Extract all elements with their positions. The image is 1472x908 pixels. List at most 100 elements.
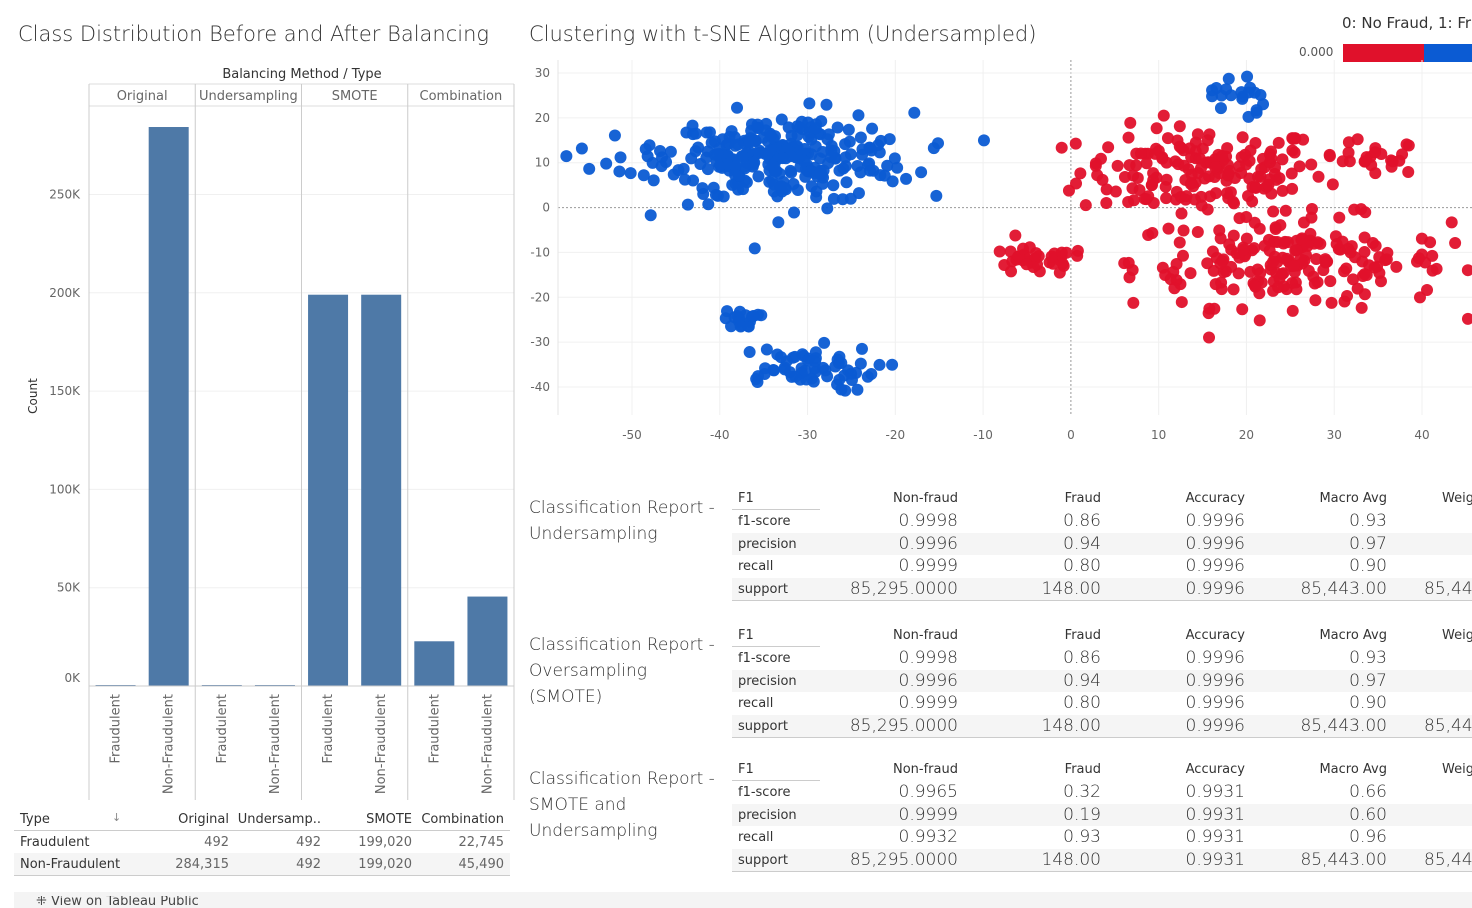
scatter-point[interactable] xyxy=(1249,181,1262,194)
scatter-point[interactable] xyxy=(1160,192,1173,205)
scatter-point[interactable] xyxy=(809,346,822,359)
scatter-point[interactable] xyxy=(810,191,823,204)
scatter-point[interactable] xyxy=(743,136,756,149)
scatter-point[interactable] xyxy=(1242,190,1255,203)
scatter-point[interactable] xyxy=(637,169,650,182)
scatter-point[interactable] xyxy=(1032,250,1045,263)
scatter-point[interactable] xyxy=(828,145,841,158)
scatter-point[interactable] xyxy=(1223,164,1236,177)
scatter-point[interactable] xyxy=(927,142,940,155)
scatter-point[interactable] xyxy=(854,357,867,370)
scatter-point[interactable] xyxy=(775,113,788,126)
scatter-point[interactable] xyxy=(1253,314,1266,327)
scatter-point[interactable] xyxy=(819,364,832,377)
scatter-point[interactable] xyxy=(1276,184,1289,197)
scatter-point[interactable] xyxy=(760,343,773,356)
scatter-point[interactable] xyxy=(881,159,894,172)
tableau-public-link[interactable]: ⁜ View on Tableau Public xyxy=(36,896,199,908)
scatter-point[interactable] xyxy=(1412,252,1425,265)
scatter-point[interactable] xyxy=(1305,158,1318,171)
scatter-point[interactable] xyxy=(1461,312,1472,325)
scatter-point[interactable] xyxy=(1020,258,1033,271)
scatter-point[interactable] xyxy=(1100,183,1113,196)
scatter-point[interactable] xyxy=(1227,229,1240,242)
scatter-point[interactable] xyxy=(701,163,714,176)
scatter-point[interactable] xyxy=(1162,222,1175,235)
scatter-point[interactable] xyxy=(600,157,613,170)
scatter-point[interactable] xyxy=(1183,142,1196,155)
scatter-point[interactable] xyxy=(886,175,899,188)
scatter-point[interactable] xyxy=(1445,216,1458,229)
scatter-point[interactable] xyxy=(873,358,886,371)
scatter-point[interactable] xyxy=(794,160,807,173)
scatter-point[interactable] xyxy=(805,180,818,193)
scatter-point[interactable] xyxy=(1176,249,1189,262)
scatter-point[interactable] xyxy=(1430,262,1443,275)
scatter-point[interactable] xyxy=(711,148,724,161)
scatter-point[interactable] xyxy=(1206,245,1219,258)
scatter-point[interactable] xyxy=(840,176,853,189)
scatter-point[interactable] xyxy=(1009,229,1022,242)
scatter-point[interactable] xyxy=(702,198,715,211)
scatter-point[interactable] xyxy=(1201,257,1214,270)
scatter-point[interactable] xyxy=(1161,132,1174,145)
scatter-point[interactable] xyxy=(1286,304,1299,317)
scatter-point[interactable] xyxy=(1461,264,1472,277)
scatter-point[interactable] xyxy=(1296,232,1309,245)
scatter-point[interactable] xyxy=(1390,260,1403,273)
scatter-point[interactable] xyxy=(1124,116,1137,129)
scatter-point[interactable] xyxy=(1206,84,1219,97)
scatter-point[interactable] xyxy=(1201,134,1214,147)
scatter-point[interactable] xyxy=(1187,180,1200,193)
scatter-point[interactable] xyxy=(1449,236,1462,249)
scatter-point[interactable] xyxy=(1194,162,1207,175)
sort-icon[interactable]: ↓ xyxy=(112,811,122,824)
scatter-point[interactable] xyxy=(1236,131,1249,144)
scatter-point[interactable] xyxy=(1272,136,1285,149)
scatter-point[interactable] xyxy=(1173,236,1186,249)
scatter-point[interactable] xyxy=(839,151,852,164)
scatter-point[interactable] xyxy=(1253,222,1266,235)
scatter-point[interactable] xyxy=(1150,122,1163,135)
scatter-point[interactable] xyxy=(613,165,626,178)
scatter-point[interactable] xyxy=(861,370,874,383)
scatter-point[interactable] xyxy=(831,121,844,134)
scatter-point[interactable] xyxy=(759,124,772,137)
scatter-point[interactable] xyxy=(1118,257,1131,270)
scatter-point[interactable] xyxy=(791,184,804,197)
scatter-point[interactable] xyxy=(725,320,738,333)
scatter-point[interactable] xyxy=(808,362,821,375)
scatter-point[interactable] xyxy=(1005,265,1018,278)
scatter-point[interactable] xyxy=(809,122,822,135)
scatter-point[interactable] xyxy=(829,360,842,373)
scatter-point[interactable] xyxy=(977,134,990,147)
scatter-point[interactable] xyxy=(874,134,887,147)
scatter-point[interactable] xyxy=(1074,167,1087,180)
scatter-point[interactable] xyxy=(1369,146,1382,159)
scatter-point[interactable] xyxy=(1355,301,1368,314)
scatter-point[interactable] xyxy=(1254,267,1267,280)
scatter-point[interactable] xyxy=(776,152,789,165)
scatter-point[interactable] xyxy=(1173,140,1186,153)
scatter-point[interactable] xyxy=(1079,199,1092,212)
scatter-point[interactable] xyxy=(915,166,928,179)
scatter-point[interactable] xyxy=(738,160,751,173)
scatter-point[interactable] xyxy=(736,150,749,163)
scatter-point[interactable] xyxy=(764,144,777,157)
scatter-point[interactable] xyxy=(728,131,741,144)
scatter-point[interactable] xyxy=(1147,174,1160,187)
scatter-point[interactable] xyxy=(873,146,886,159)
scatter-point[interactable] xyxy=(1055,141,1068,154)
scatter-point[interactable] xyxy=(1168,282,1181,295)
scatter-point[interactable] xyxy=(1160,156,1173,169)
scatter-point[interactable] xyxy=(1131,172,1144,185)
scatter-point[interactable] xyxy=(575,142,588,155)
scatter-point[interactable] xyxy=(1232,267,1245,280)
scatter-point[interactable] xyxy=(1243,154,1256,167)
scatter-point[interactable] xyxy=(660,156,673,169)
scatter-point[interactable] xyxy=(614,151,627,164)
scatter-point[interactable] xyxy=(747,309,760,322)
scatter-point[interactable] xyxy=(1175,207,1188,220)
scatter-point[interactable] xyxy=(1326,178,1339,191)
scatter-point[interactable] xyxy=(734,320,747,333)
